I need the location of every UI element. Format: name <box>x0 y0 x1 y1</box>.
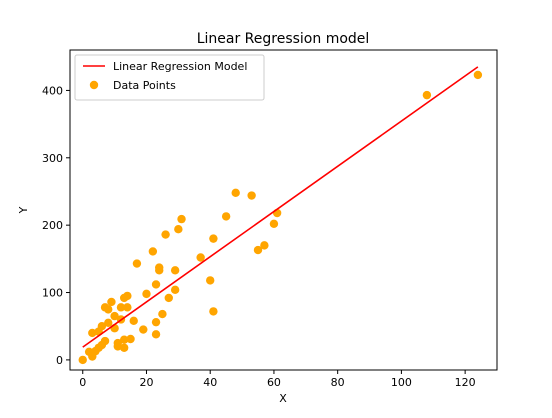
data-point <box>123 303 132 312</box>
data-point <box>221 212 231 221</box>
data-point <box>126 334 135 344</box>
y-tick-label: 300 <box>42 152 63 165</box>
y-tick-label: 200 <box>42 219 63 232</box>
axes-frame <box>69 49 498 371</box>
data-point <box>97 322 107 331</box>
data-point <box>260 241 269 250</box>
plot-area: 0 20 40 60 80 100 120 0 100 200 300 400 <box>42 49 498 389</box>
data-point <box>196 253 205 262</box>
legend-label: Data Points <box>113 79 176 92</box>
x-tick-label: 20 <box>139 376 153 389</box>
data-point <box>129 316 138 326</box>
data-point <box>107 297 116 307</box>
data-point <box>119 343 129 352</box>
data-point <box>231 188 240 198</box>
x-tick-label: 0 <box>79 376 86 389</box>
data-point <box>151 330 161 339</box>
data-point <box>247 191 256 200</box>
y-tick-label: 0 <box>56 354 63 367</box>
data-point <box>155 263 164 272</box>
data-point <box>209 234 218 243</box>
y-axis-label: Y <box>17 206 30 214</box>
data-point <box>104 318 113 328</box>
data-point <box>148 247 158 256</box>
x-tick-label: 60 <box>267 376 281 389</box>
x-tick-label: 40 <box>203 376 217 389</box>
chart-title: Linear Regression model <box>197 31 370 47</box>
x-tick-label: 120 <box>455 376 476 389</box>
y-tick-label: 100 <box>42 287 63 300</box>
data-point <box>113 342 122 351</box>
data-point <box>119 335 129 344</box>
data-point <box>253 245 263 255</box>
data-point <box>170 266 180 275</box>
data-point <box>151 280 161 289</box>
data-point <box>164 293 173 303</box>
data-point <box>123 291 132 301</box>
data-point <box>151 317 161 327</box>
data-point <box>161 230 170 239</box>
y-tick-label: 400 <box>42 84 63 97</box>
data-point <box>269 219 279 229</box>
data-point <box>206 276 215 285</box>
data-point <box>139 325 148 334</box>
data-point <box>209 307 218 316</box>
data-point <box>116 303 126 312</box>
data-point <box>78 355 87 365</box>
data-point <box>473 70 483 80</box>
data-point <box>174 225 183 234</box>
legend: Linear Regression Model Data Points <box>74 54 265 101</box>
x-tick-label: 100 <box>391 376 412 389</box>
data-point <box>100 336 110 346</box>
data-point <box>132 259 142 268</box>
data-point <box>88 328 97 338</box>
legend-marker-swatch <box>89 80 99 90</box>
x-axis-label: X <box>279 392 287 405</box>
legend-label: Linear Regression Model <box>113 60 247 73</box>
data-point <box>170 285 180 295</box>
data-point <box>158 309 167 319</box>
legend-box <box>74 54 265 101</box>
x-tick-label: 80 <box>331 376 345 389</box>
data-point <box>110 311 119 321</box>
data-point <box>104 305 113 314</box>
regression-line <box>82 66 479 348</box>
data-point <box>422 90 432 100</box>
data-point <box>177 214 186 224</box>
data-point <box>142 289 151 299</box>
